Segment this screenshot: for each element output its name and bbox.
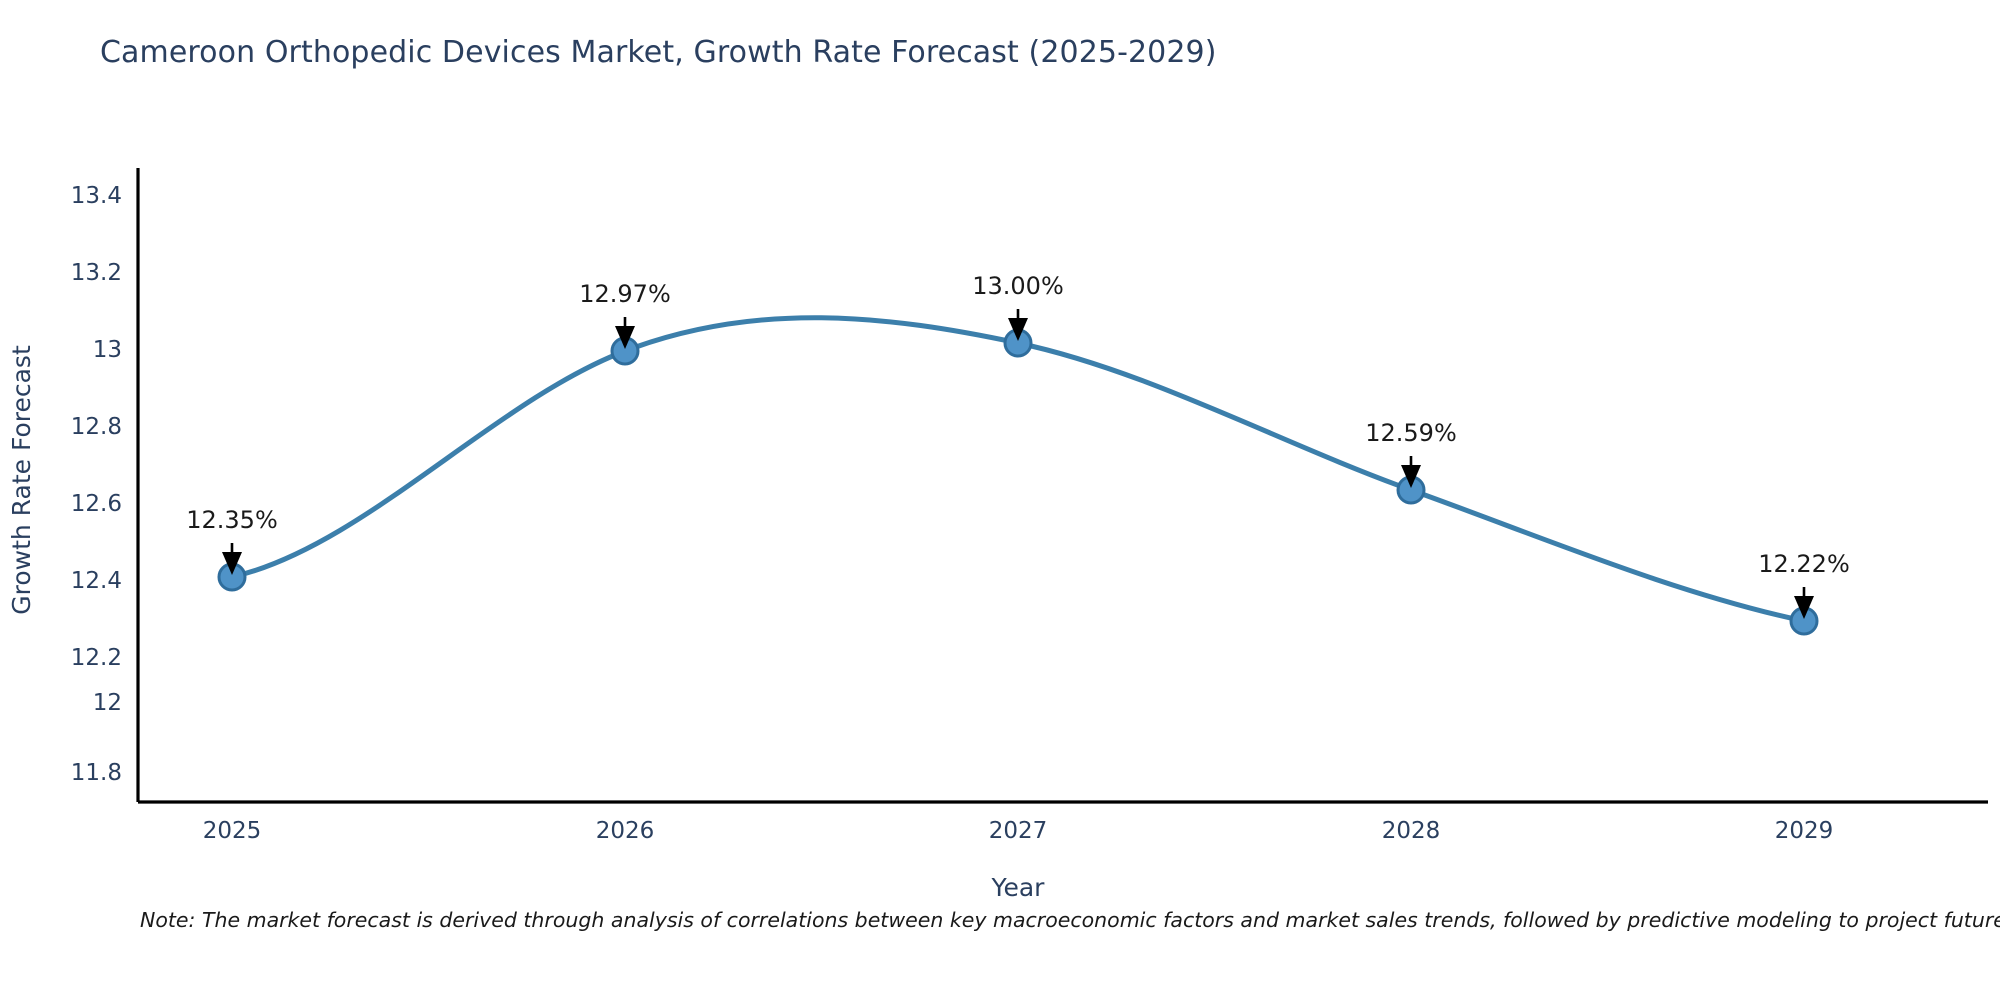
data-point-label: 12.59% [1365, 419, 1457, 447]
annotation-arrow-head [1401, 465, 1421, 488]
x-axis-title: Year [991, 873, 1046, 902]
chart-footnote: Note: The market forecast is derived thr… [140, 908, 2000, 932]
data-point-label: 12.97% [579, 280, 671, 308]
y-tick-label: 11.8 [71, 760, 122, 786]
y-tick-label: 12.6 [71, 491, 122, 517]
annotation-arrow-head [1794, 596, 1814, 619]
data-point-markers [217, 328, 1819, 636]
data-point-label: 12.35% [186, 506, 278, 534]
annotation-arrow-head [615, 326, 635, 349]
data-point-label: 12.22% [1758, 550, 1850, 578]
x-tick-label: 2029 [1775, 818, 1834, 844]
annotation-arrow-head [1008, 318, 1028, 341]
chart-title: Cameroon Orthopedic Devices Market, Grow… [100, 35, 1217, 70]
y-tick-label: 12 [93, 690, 122, 716]
x-tick-label: 2027 [989, 818, 1048, 844]
annotation-2029: 12.22% [1758, 550, 1850, 619]
x-tick-labels: 2025 2026 2027 2028 2029 [203, 818, 1834, 844]
y-tick-label: 12.8 [71, 414, 122, 440]
x-tick-label: 2025 [203, 818, 262, 844]
annotation-2027: 13.00% [972, 272, 1064, 341]
data-series-line [229, 315, 1807, 624]
annotation-2025: 12.35% [186, 506, 278, 575]
y-tick-label: 13.4 [71, 183, 122, 209]
y-tick-label: 13.2 [71, 260, 122, 286]
annotation-2026: 12.97% [579, 280, 671, 349]
y-tick-label: 12.2 [71, 645, 122, 671]
y-tick-label: 13 [93, 337, 122, 363]
y-tick-labels: 13.4 13.2 13 12.8 12.6 12.4 12.2 12 11.8 [71, 183, 122, 786]
data-point-label: 13.00% [972, 272, 1064, 300]
y-tick-label: 12.4 [71, 568, 122, 594]
x-tick-label: 2026 [596, 818, 655, 844]
y-axis-title: Growth Rate Forecast [7, 345, 36, 615]
x-tick-label: 2028 [1382, 818, 1441, 844]
annotation-arrow-head [222, 552, 242, 575]
annotation-2028: 12.59% [1365, 419, 1457, 488]
